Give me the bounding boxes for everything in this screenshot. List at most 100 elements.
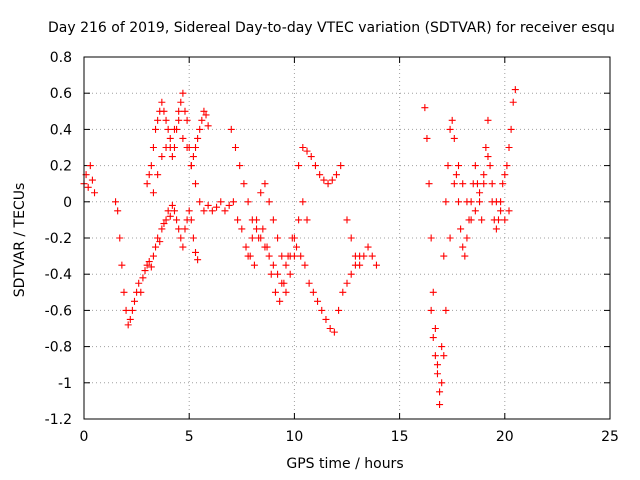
- data-point: [259, 225, 267, 233]
- data-point: [149, 189, 157, 197]
- data-point: [476, 198, 484, 206]
- data-point: [328, 176, 336, 184]
- data-point: [444, 162, 452, 170]
- data-point: [91, 189, 99, 197]
- data-point: [267, 270, 275, 278]
- data-point: [141, 267, 149, 275]
- data-point: [166, 212, 174, 220]
- data-point: [122, 306, 130, 314]
- axis-ticks: 0 5 10 15 20 25 0.8 0.6 0.4 0.2 0 -0.2 -0.4 -0.6 -0.8 -…: [45, 50, 619, 445]
- data-point: [299, 198, 307, 206]
- data-point: [320, 176, 328, 184]
- data-point: [421, 104, 429, 112]
- y-tick-label: -1.2: [45, 412, 72, 428]
- data-point: [112, 198, 120, 206]
- data-point: [463, 234, 471, 242]
- data-point: [505, 144, 513, 151]
- data-point: [192, 144, 200, 151]
- data-point: [282, 261, 290, 269]
- data-point: [116, 234, 124, 242]
- data-point: [118, 261, 126, 269]
- data-point: [200, 107, 208, 115]
- data-point: [433, 370, 441, 378]
- data-point: [162, 116, 170, 124]
- data-point: [187, 162, 195, 170]
- data-point: [147, 263, 155, 271]
- data-point: [244, 198, 252, 206]
- data-point: [156, 238, 164, 246]
- data-point: [482, 144, 490, 151]
- data-point: [311, 162, 319, 170]
- data-point: [503, 162, 511, 170]
- data-point: [158, 153, 166, 161]
- data-point: [478, 216, 486, 224]
- data-point: [303, 147, 311, 155]
- data-point: [162, 216, 170, 224]
- data-point: [227, 125, 235, 133]
- data-point: [238, 225, 246, 233]
- data-point: [145, 258, 153, 266]
- data-point: [459, 180, 467, 188]
- data-point: [347, 234, 355, 242]
- x-tick-label: 5: [185, 429, 194, 445]
- data-point: [175, 107, 183, 115]
- data-point: [187, 216, 195, 224]
- y-tick-label: 0.6: [50, 86, 72, 102]
- data-point: [158, 225, 166, 233]
- data-point: [492, 225, 500, 233]
- data-point: [433, 361, 441, 369]
- series-8: [427, 153, 513, 409]
- plot-frame: [83, 56, 611, 420]
- data-point: [332, 171, 340, 179]
- data-point: [154, 171, 162, 179]
- data-point: [177, 98, 185, 106]
- data-point: [295, 162, 303, 170]
- data-point: [368, 252, 376, 260]
- data-point: [265, 198, 273, 206]
- data-point: [265, 252, 273, 260]
- data-point: [457, 225, 465, 233]
- data-point: [307, 153, 315, 161]
- data-point: [185, 207, 193, 215]
- data-point: [196, 198, 204, 206]
- series-3: [149, 116, 364, 336]
- data-point: [213, 203, 221, 211]
- y-tick-label: -1: [58, 376, 72, 392]
- data-point: [450, 180, 458, 188]
- data-point: [276, 297, 284, 305]
- data-point: [189, 234, 197, 242]
- data-point: [282, 288, 290, 296]
- data-point: [149, 144, 157, 151]
- y-tick-label: 0.2: [50, 159, 72, 175]
- data-point: [86, 162, 94, 170]
- data-point: [436, 388, 444, 396]
- data-point: [248, 234, 256, 242]
- data-point: [229, 198, 237, 206]
- data-point: [114, 207, 122, 215]
- data-point: [290, 234, 298, 242]
- data-point: [189, 153, 197, 161]
- data-point: [126, 315, 134, 323]
- data-point: [128, 306, 136, 314]
- data-point: [271, 288, 279, 296]
- data-point: [179, 243, 187, 251]
- data-point: [269, 261, 277, 269]
- data-point: [297, 252, 305, 260]
- data-point: [440, 352, 448, 360]
- data-point: [324, 180, 332, 188]
- data-point: [343, 216, 351, 224]
- data-point: [225, 201, 233, 209]
- data-point: [274, 234, 282, 242]
- data-point: [442, 198, 450, 206]
- data-point: [194, 134, 202, 142]
- data-point: [309, 288, 317, 296]
- data-point: [198, 116, 206, 124]
- data-point: [124, 321, 132, 329]
- data-point: [170, 125, 178, 133]
- data-point: [509, 98, 517, 106]
- data-point: [488, 180, 496, 188]
- data-point: [427, 234, 435, 242]
- data-point: [202, 111, 210, 119]
- data-point: [261, 180, 269, 188]
